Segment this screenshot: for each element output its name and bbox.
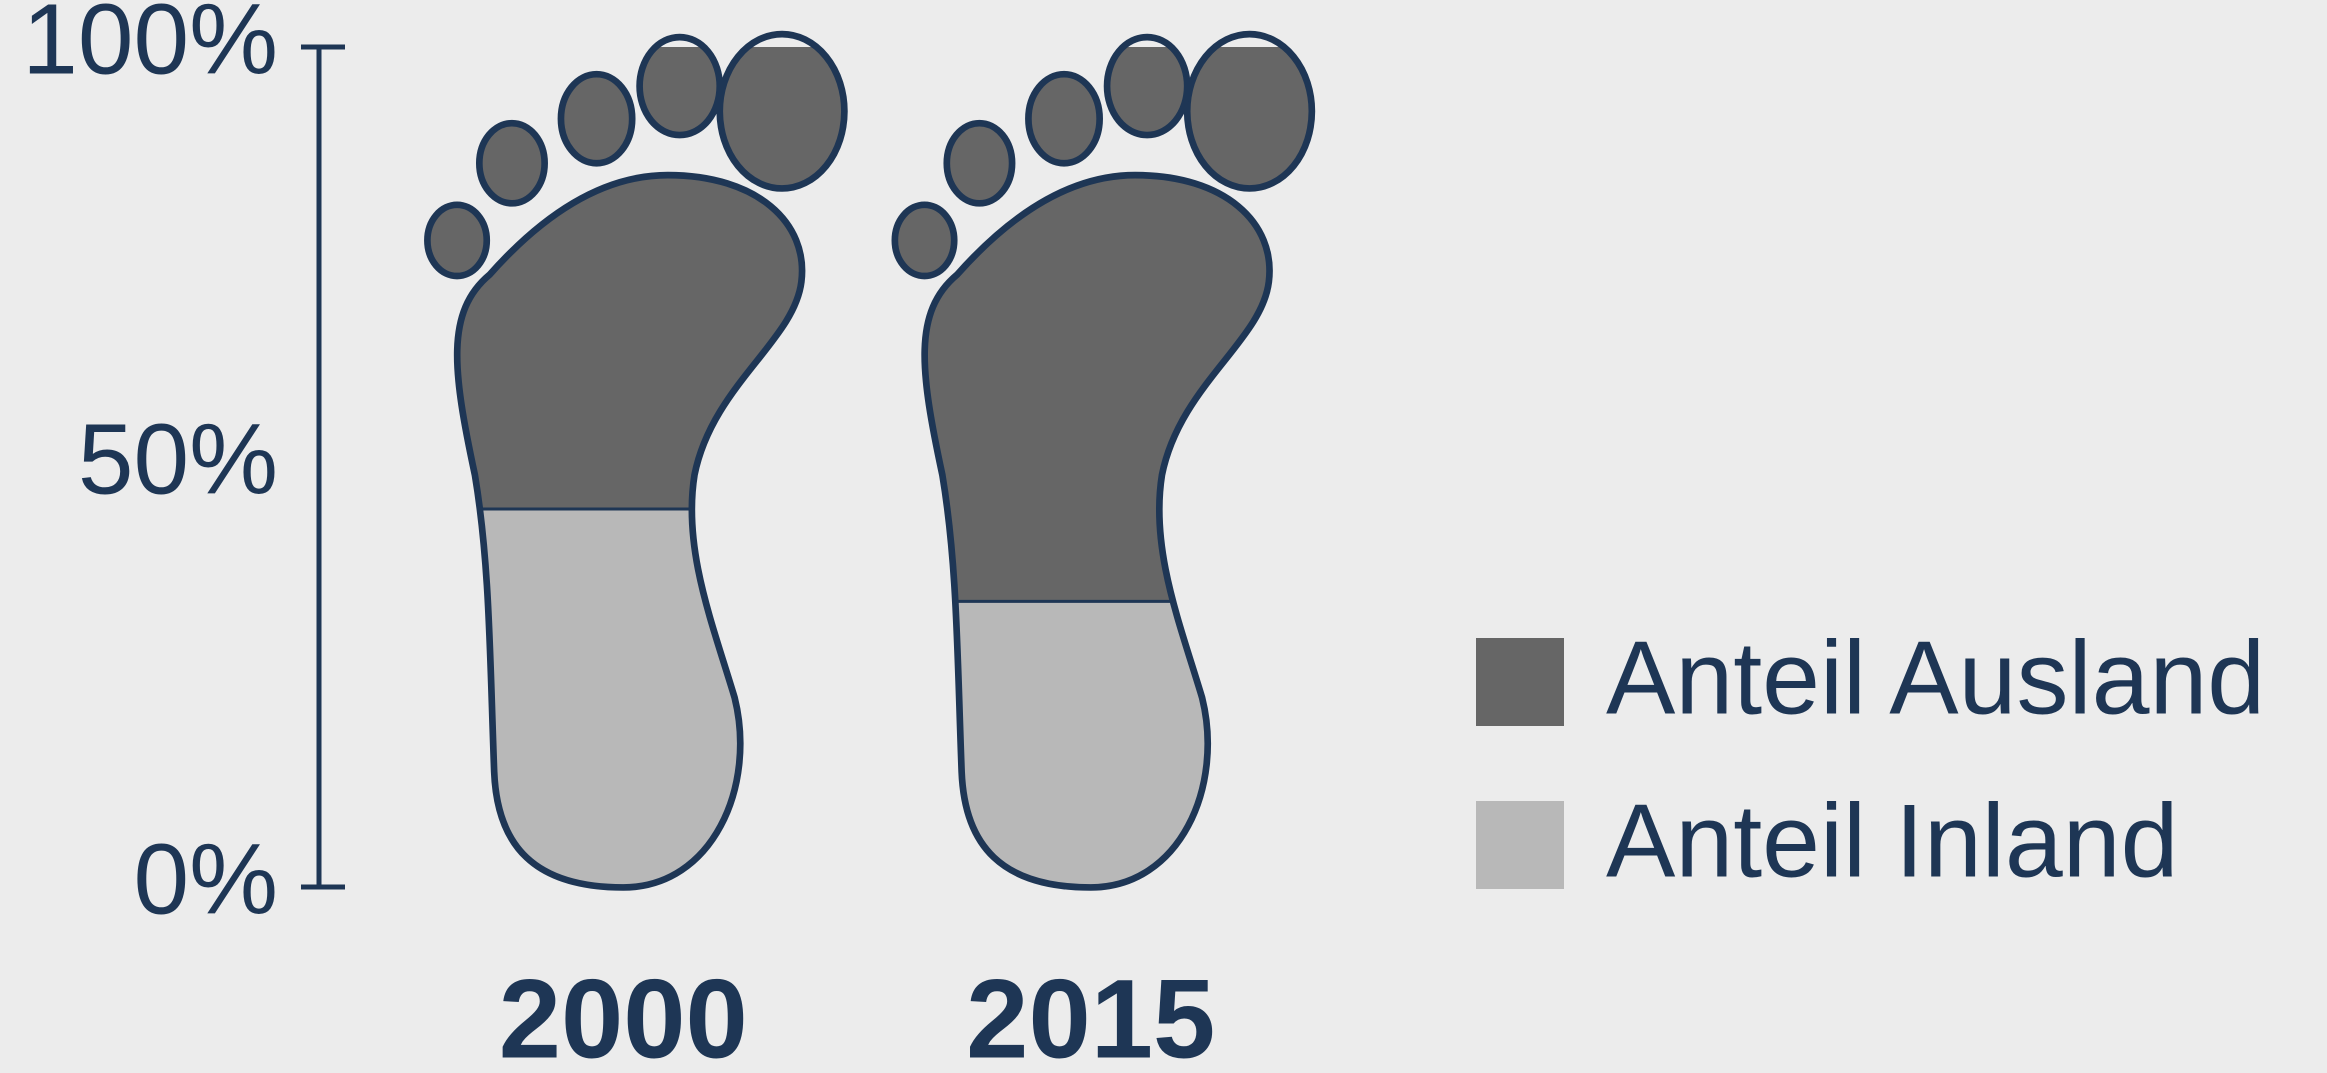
legend-label: Anteil Inland — [1606, 783, 2178, 899]
y-tick-label: 0% — [133, 823, 278, 935]
legend-label: Anteil Ausland — [1606, 620, 2265, 736]
chart: 0% 50% 100% 2000 2015 Anteil Ausland Anteil In… — [0, 0, 2327, 1073]
x-tick-label: 2015 — [966, 957, 1215, 1073]
y-tick-label: 100% — [22, 0, 278, 95]
x-tick-label: 2000 — [499, 957, 748, 1073]
y-tick-label: 50% — [78, 403, 278, 515]
legend-swatch — [1476, 801, 1564, 889]
page: 0% 50% 100% 2000 2015 Anteil Ausland Anteil In… — [0, 0, 2327, 1073]
legend-swatch — [1476, 638, 1564, 726]
